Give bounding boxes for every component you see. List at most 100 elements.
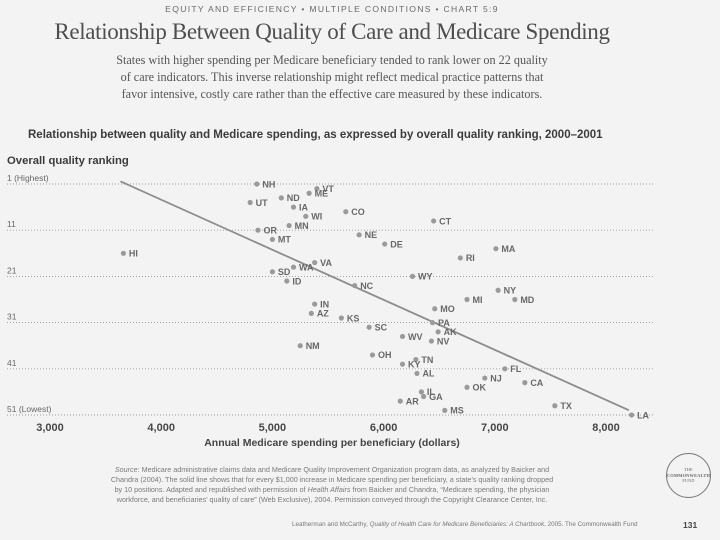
point-label: CA	[530, 378, 543, 388]
point-label: UT	[256, 198, 268, 208]
page-title: Relationship Between Quality of Care and…	[54, 19, 610, 44]
state-point: ME	[306, 189, 328, 199]
data-point	[428, 338, 435, 344]
state-point: RI	[457, 253, 475, 263]
point-label: KY	[408, 359, 421, 369]
point-label: NH	[262, 179, 275, 189]
state-point: ID	[284, 276, 302, 286]
data-point	[464, 384, 470, 390]
intro-line: favor intensive, costly care rather than…	[121, 87, 543, 101]
point-label: AR	[406, 396, 419, 406]
data-point	[312, 259, 318, 266]
point-label: WA	[299, 262, 314, 272]
point-label: AK	[444, 327, 457, 337]
point-label: ND	[287, 193, 300, 203]
state-point: MN	[286, 221, 309, 231]
data-point	[409, 273, 416, 279]
state-point: VT	[314, 184, 334, 194]
state-point: OH	[369, 350, 392, 360]
state-point: PA	[429, 318, 450, 328]
point-label: LA	[637, 410, 649, 420]
point-label: WY	[418, 272, 433, 282]
source-text: Medicare administrative claims data and …	[139, 465, 550, 474]
footer-citation: Leatherman and McCarthy, Quality of Heal…	[292, 521, 637, 529]
state-point: SD	[269, 267, 291, 277]
state-point: NC	[352, 281, 374, 291]
data-point	[413, 356, 419, 363]
point-label: AZ	[317, 309, 329, 319]
data-point	[247, 199, 253, 206]
state-point: LA	[628, 410, 650, 420]
state-point: NY	[495, 286, 517, 296]
point-label: DE	[390, 239, 403, 249]
state-point: HI	[120, 249, 138, 259]
state-point: DE	[382, 239, 403, 249]
data-point	[399, 361, 406, 367]
source-note: Source: Medicare administrative claims d…	[0, 465, 664, 505]
point-label: CO	[351, 207, 365, 217]
point-label: MD	[520, 295, 534, 305]
data-point	[431, 218, 437, 224]
source-line: workforce, and beneficiaries’ quality of…	[116, 495, 548, 504]
data-point	[312, 301, 318, 307]
point-label: HI	[129, 249, 138, 259]
point-label: FL	[510, 364, 521, 374]
state-point: AK	[435, 327, 457, 337]
point-label: WV	[408, 332, 423, 342]
data-point	[512, 296, 518, 303]
data-point	[482, 375, 488, 381]
state-point: OR	[255, 226, 277, 236]
point-label: VA	[320, 258, 332, 268]
x-tick-label: 5,000	[259, 422, 287, 434]
y-gridlines	[7, 183, 653, 416]
state-point: SC	[366, 323, 388, 333]
data-point	[399, 333, 406, 340]
point-label: ID	[292, 276, 302, 286]
y-axis-title: Overall quality ranking	[7, 155, 129, 167]
source-line: Source: Medicare administrative claims d…	[0, 465, 664, 475]
data-point	[254, 181, 260, 187]
data-point	[306, 190, 312, 196]
citation-publisher: , 2005. The Commonwealth Fund	[544, 521, 638, 528]
commonwealth-fund-logo: THE COMMONWEALTH FUND	[666, 453, 711, 498]
data-point	[278, 195, 284, 201]
point-label: VT	[322, 184, 334, 194]
point-label: NJ	[490, 373, 502, 383]
x-tick-label: 3,000	[36, 422, 64, 434]
data-point	[502, 366, 508, 372]
state-point: MT	[269, 235, 291, 245]
data-point	[397, 398, 403, 404]
point-label: IL	[427, 387, 436, 397]
data-point	[352, 283, 358, 289]
logo-text: THE	[684, 467, 693, 473]
state-point: MA	[493, 244, 516, 254]
point-label: SD	[278, 267, 291, 277]
point-label: OH	[378, 350, 392, 360]
state-point: KS	[338, 313, 359, 323]
trend-line	[120, 180, 630, 411]
data-point	[369, 352, 376, 358]
data-point	[286, 222, 292, 229]
logo-text: COMMONWEALTH	[666, 472, 711, 478]
point-label: NY	[504, 286, 517, 296]
data-point	[522, 380, 528, 386]
point-label: MT	[278, 235, 291, 245]
point-label: MN	[295, 221, 309, 231]
data-point	[414, 370, 420, 377]
point-label: WI	[311, 212, 322, 222]
state-point: AZ	[308, 309, 329, 319]
y-tick-label: 41	[7, 358, 17, 368]
state-point: IA	[290, 202, 309, 212]
state-point: TX	[552, 401, 572, 411]
y-tick-label: 1 (Highest)	[7, 173, 49, 183]
data-point	[493, 246, 499, 252]
state-point: NV	[428, 336, 449, 346]
intro-text: States with higher spending per Medicare…	[0, 52, 664, 103]
state-point: WY	[409, 272, 433, 282]
point-label: CT	[439, 216, 451, 226]
state-point: IN	[312, 299, 329, 309]
data-point	[382, 241, 388, 247]
state-point: UT	[247, 198, 268, 208]
state-point: IL	[418, 387, 436, 397]
